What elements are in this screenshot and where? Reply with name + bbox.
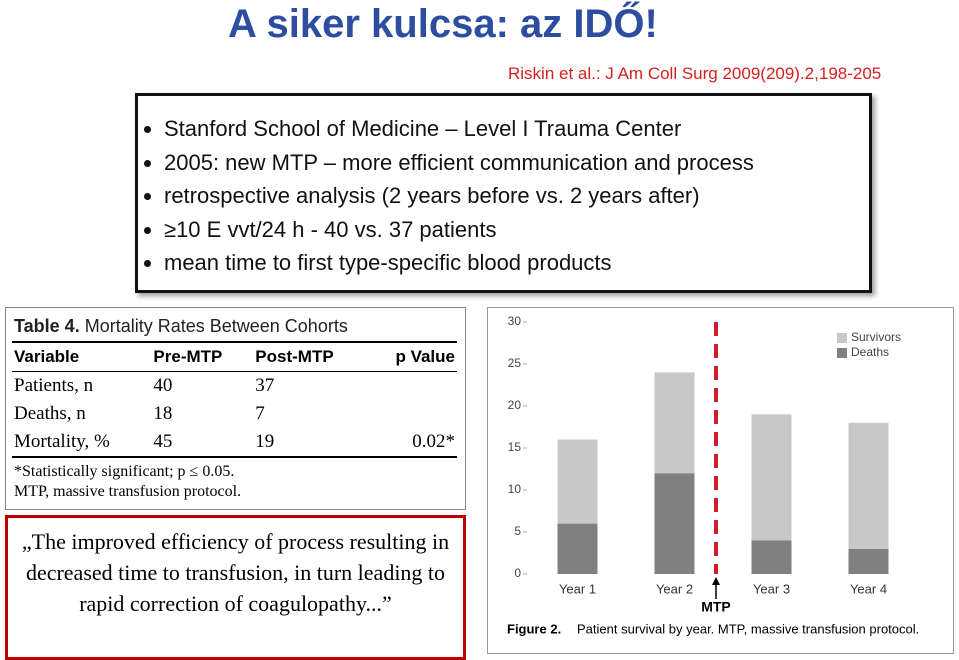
cell: 37 [255, 375, 275, 396]
cell [368, 400, 457, 428]
cell: Mortality, % [14, 431, 110, 452]
y-tick-label: 30 [508, 314, 522, 328]
legend-swatch [837, 348, 847, 358]
bar-segment [751, 414, 792, 541]
y-tick-label: 5 [514, 524, 521, 538]
cell: 19 [255, 431, 275, 452]
bar-segment [654, 473, 695, 574]
table: Variable Pre-MTP Post-MTP p Value Patien… [12, 341, 457, 458]
table-footnotes: *Statistically significant; p ≤ 0.05. MT… [14, 462, 465, 502]
header-cell: Variable [14, 347, 80, 366]
header-cell: Post-MTP [255, 347, 334, 366]
mortality-table: Table 4. Mortality Rates Between Cohorts… [5, 307, 466, 510]
cell [368, 372, 457, 401]
y-tick-label: 0 [514, 566, 521, 580]
bar-segment [848, 422, 889, 549]
footnote: *Statistically significant; p ≤ 0.05. [14, 463, 235, 480]
cell: 7 [255, 403, 265, 424]
bullet-box: Stanford School of Medicine – Level I Tr… [135, 93, 872, 293]
annotation-label: MTP [701, 599, 731, 615]
chart: Figure 2. Patient survival by year. MTP,… [487, 307, 954, 654]
bar-segment [557, 439, 598, 524]
table-header: Variable Pre-MTP Post-MTP p Value [12, 342, 457, 372]
x-tick-label: Year 2 [656, 581, 693, 596]
cell: 40 [153, 375, 173, 396]
citation: Riskin et al.: J Am Coll Surg 2009(209).… [508, 64, 882, 83]
table-label: Table 4. [14, 316, 80, 336]
slide-title: A siker kulcsa: az IDŐ! [228, 2, 658, 46]
table-heading: Table 4. Mortality Rates Between Cohorts [14, 316, 465, 337]
x-tick-label: Year 4 [850, 581, 887, 596]
table-caption: Mortality Rates Between Cohorts [84, 316, 348, 336]
legend-label: Survivors [851, 330, 901, 344]
x-tick-label: Year 1 [559, 581, 596, 596]
cell: 18 [153, 403, 173, 424]
figure-caption: Patient survival by year. MTP, massive t… [577, 621, 919, 636]
cell: 45 [153, 431, 173, 452]
table-row: Deaths, n 18 7 [12, 400, 457, 428]
y-tick-label: 15 [508, 440, 522, 454]
bullet: 2005: new MTP – more efficient communica… [164, 146, 869, 180]
quote: „The improved efficiency of process resu… [5, 515, 466, 660]
cell: Deaths, n [14, 403, 86, 424]
legend-label: Deaths [851, 345, 889, 359]
y-tick-label: 20 [508, 398, 522, 412]
y-tick-label: 10 [508, 482, 522, 496]
annotation-arrowhead [712, 577, 720, 585]
bar-segment [557, 523, 598, 574]
legend-swatch [837, 333, 847, 343]
table-row: Mortality, % 45 19 0.02* [12, 428, 457, 457]
bullet: Stanford School of Medicine – Level I Tr… [164, 112, 869, 146]
bar-segment [654, 372, 695, 474]
bullet: retrospective analysis (2 years before v… [164, 179, 869, 213]
cell: 0.02* [412, 431, 455, 452]
bar-segment [751, 540, 792, 574]
y-tick-label: 25 [508, 356, 522, 370]
bullet: mean time to first type-specific blood p… [164, 246, 869, 280]
figure-label: Figure 2. [507, 621, 561, 636]
bullet-list: Stanford School of Medicine – Level I Tr… [138, 112, 869, 280]
bullet: ≥10 E vvt/24 h - 40 vs. 37 patients [164, 213, 869, 247]
cell: Patients, n [14, 375, 94, 396]
header-cell: Pre-MTP [153, 347, 223, 366]
bar-segment [848, 548, 889, 574]
x-tick-label: Year 3 [753, 581, 790, 596]
table-row: Patients, n 40 37 [12, 372, 457, 401]
footnote: MTP, massive transfusion protocol. [14, 483, 242, 500]
header-cell: p Value [395, 347, 455, 366]
